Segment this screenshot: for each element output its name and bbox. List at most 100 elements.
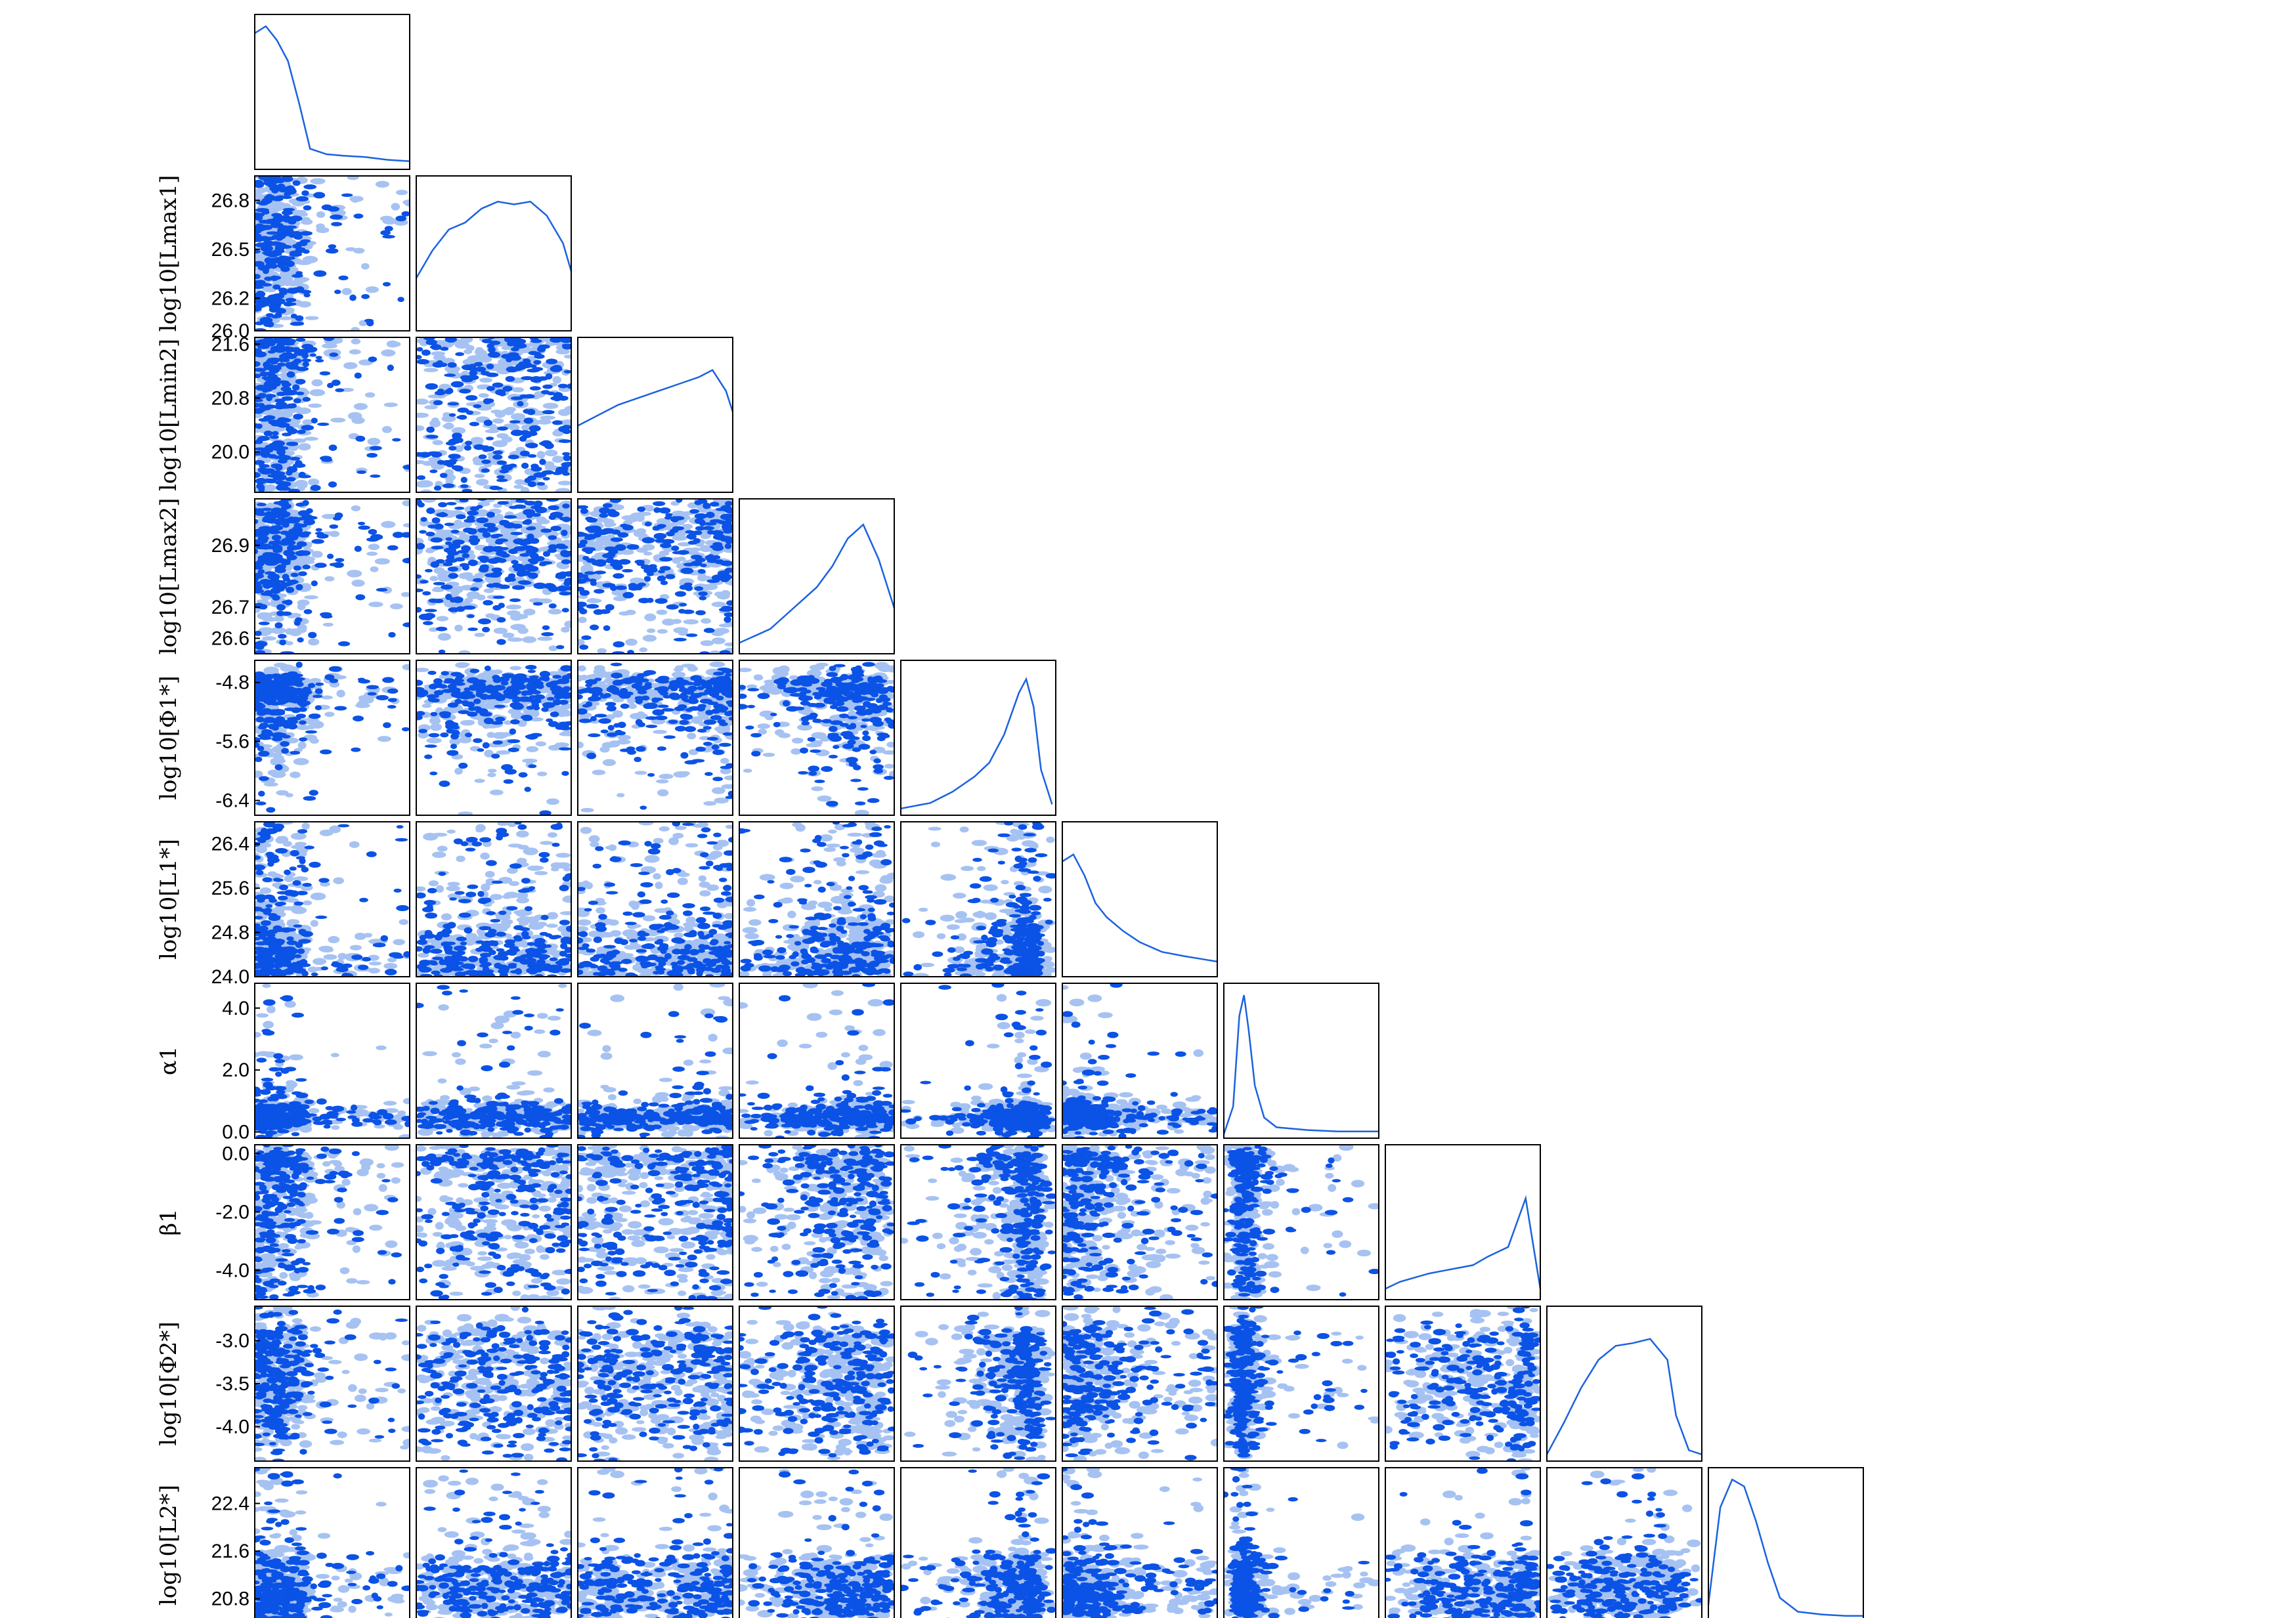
density-point-dark <box>494 694 504 698</box>
density-point-light <box>289 628 302 636</box>
density-point-light <box>426 738 441 744</box>
density-point-dark <box>276 449 286 456</box>
density-point-dark <box>255 801 266 805</box>
panel-lmax1-lmax1 <box>416 176 571 331</box>
density-point-light <box>754 675 763 680</box>
density-point-dark <box>370 475 380 478</box>
density-point-dark <box>328 244 336 249</box>
panel-lmax2-lmax1 <box>412 495 577 656</box>
density-point-dark <box>368 356 378 362</box>
density-point-dark <box>620 704 630 709</box>
density-point-dark <box>452 597 464 603</box>
density-point-dark <box>510 532 523 535</box>
density-point-light <box>342 288 352 295</box>
density-point-dark <box>315 359 324 362</box>
density-point-dark <box>636 746 645 752</box>
density-point-dark <box>527 475 536 480</box>
density-point-dark <box>580 590 590 596</box>
density-point-dark <box>272 293 284 299</box>
density-point-dark <box>523 417 533 423</box>
density-point-dark <box>559 727 571 731</box>
density-point-dark <box>679 603 687 606</box>
density-point-light <box>396 190 408 195</box>
density-point-dark <box>439 780 450 787</box>
density-point-light <box>431 351 445 356</box>
density-point-dark <box>259 464 270 468</box>
density-point-light <box>290 772 301 778</box>
density-point-dark <box>418 729 427 733</box>
density-point-dark <box>561 467 568 471</box>
density-point-light <box>597 648 607 654</box>
density-point-dark <box>274 764 282 770</box>
density-point-dark <box>431 545 444 549</box>
density-point-dark <box>460 484 469 488</box>
density-point-dark <box>274 568 286 573</box>
density-point-dark <box>251 274 261 279</box>
density-point-light <box>313 958 326 965</box>
density-point-dark <box>641 564 651 570</box>
density-point-dark <box>529 364 536 368</box>
density-point-dark <box>493 595 505 599</box>
density-point-dark <box>355 372 362 378</box>
density-point-dark <box>492 685 506 691</box>
density-point-dark <box>539 459 546 465</box>
density-point-light <box>262 636 276 641</box>
density-point-dark <box>626 746 635 751</box>
density-point-dark <box>525 665 536 670</box>
density-point-dark <box>261 604 267 609</box>
density-point-dark <box>606 558 615 563</box>
density-point-light <box>413 460 425 464</box>
density-point-dark <box>548 548 557 553</box>
density-point-dark <box>678 609 685 614</box>
density-point-light <box>303 256 318 263</box>
density-point-dark <box>852 699 861 703</box>
density-point-light <box>476 479 488 486</box>
density-point-dark <box>355 436 365 442</box>
density-point-dark <box>445 559 458 563</box>
density-point-dark <box>278 459 288 463</box>
density-point-light <box>540 415 555 420</box>
density-point-dark <box>491 546 504 552</box>
density-point-dark <box>316 534 328 538</box>
density-point-dark <box>704 772 713 776</box>
density-point-dark <box>422 591 431 595</box>
density-point-dark <box>604 693 611 698</box>
density-point-dark <box>438 502 447 507</box>
density-point-dark <box>387 364 394 371</box>
y-axis-label-lmax2: log10[Lmax2] <box>156 498 182 655</box>
density-point-light <box>295 841 307 845</box>
density-point-dark <box>268 513 275 517</box>
density-point-dark <box>833 745 839 749</box>
density-point-light <box>433 567 444 574</box>
density-point-dark <box>505 576 512 582</box>
density-point-dark <box>607 511 619 517</box>
density-point-light <box>414 425 425 431</box>
density-point-dark <box>598 718 611 723</box>
density-point-dark <box>718 685 729 691</box>
density-point-dark <box>271 673 282 678</box>
y-tick-label: -6.4 <box>215 790 249 812</box>
density-point-dark <box>296 662 303 668</box>
density-point-dark <box>310 353 316 356</box>
density-point-dark <box>726 540 733 544</box>
density-point-dark <box>452 540 465 545</box>
density-point-dark <box>492 605 501 610</box>
density-point-dark <box>528 670 536 673</box>
density-point-light <box>763 753 775 757</box>
density-point-dark <box>539 442 551 446</box>
density-point-light <box>347 570 362 577</box>
density-point-dark <box>397 297 404 302</box>
density-point-dark <box>800 748 808 754</box>
density-point-dark <box>496 479 508 482</box>
density-point-dark <box>797 675 809 682</box>
density-point-light <box>529 598 544 603</box>
density-point-dark <box>473 738 483 743</box>
density-point-light <box>526 746 538 752</box>
density-point-dark <box>290 251 301 255</box>
density-point-dark <box>264 431 273 436</box>
density-point-dark <box>257 536 269 542</box>
density-point-dark <box>801 716 810 722</box>
density-point-dark <box>329 444 337 451</box>
density-point-dark <box>660 566 671 570</box>
density-point-dark <box>293 358 302 364</box>
